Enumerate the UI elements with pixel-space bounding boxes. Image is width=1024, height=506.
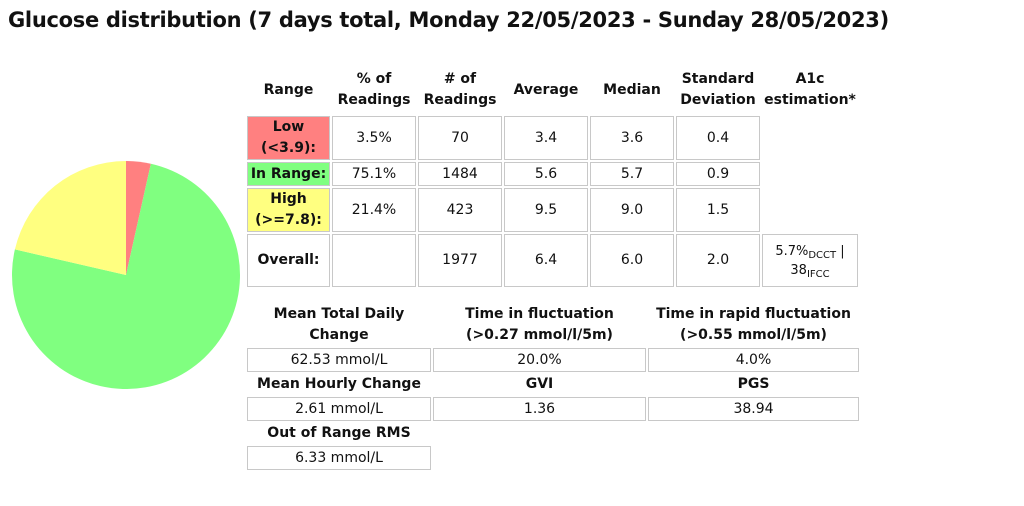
- glucose-pie-chart: [11, 161, 240, 389]
- header-range: Range: [263, 81, 314, 98]
- pgs-value: 38.94: [648, 397, 859, 421]
- page-title: Glucose distribution (7 days total, Mond…: [8, 8, 889, 32]
- flux-value-row-3: 6.33 mmol/L: [247, 446, 859, 470]
- fluctuation-table: Mean Total Daily Change Time in fluctuati…: [245, 302, 861, 472]
- flux-header-row-1: Mean Total Daily Change Time in fluctuati…: [247, 304, 859, 346]
- overall-pct-empty: [332, 234, 416, 287]
- high-median: 9.0: [590, 188, 674, 232]
- range-label-in-range: In Range:: [247, 162, 330, 186]
- oor-label: Out of Range RMS: [267, 425, 411, 441]
- overall-median: 6.0: [590, 234, 674, 287]
- flux-empty-3: [433, 446, 646, 470]
- tirf-value: 4.0%: [648, 348, 859, 372]
- row-high: High (>=7.8): 21.4% 423 9.5 9.0 1.5: [247, 188, 858, 232]
- header-row: Range % of Readings # of Readings Average …: [247, 66, 858, 114]
- low-count: 70: [418, 116, 502, 160]
- header-average: Average: [513, 81, 579, 98]
- pie-slice-in-range: [11, 163, 240, 389]
- overall-average: 6.4: [504, 234, 588, 287]
- inrange-sd: 0.9: [676, 162, 760, 186]
- low-average: 3.4: [504, 116, 588, 160]
- range-label-low: Low (<3.9):: [247, 116, 330, 160]
- flux-header-row-3: Out of Range RMS: [247, 423, 859, 444]
- header-a1c: A1c estimation*: [764, 71, 856, 108]
- high-sd: 1.5: [676, 188, 760, 232]
- low-pct: 3.5%: [332, 116, 416, 160]
- low-median: 3.6: [590, 116, 674, 160]
- tif-label: Time in fluctuation (>0.27 mmol/l/5m): [465, 306, 614, 343]
- high-pct: 21.4%: [332, 188, 416, 232]
- pgs-label: PGS: [737, 376, 770, 392]
- pie-slice-low: [126, 161, 151, 275]
- inrange-average: 5.6: [504, 162, 588, 186]
- tirf-label: Time in rapid fluctuation (>0.55 mmol/l/5…: [656, 306, 851, 343]
- header-pct: % of Readings: [337, 71, 411, 108]
- inrange-pct: 75.1%: [332, 162, 416, 186]
- flux-empty-1: [433, 423, 646, 444]
- gvi-value: 1.36: [433, 397, 646, 421]
- row-overall: Overall: 1977 6.4 6.0 2.0 5.7%DCCT | 38IF…: [247, 234, 858, 287]
- row-low: Low (<3.9): 3.5% 70 3.4 3.6 0.4: [247, 116, 858, 160]
- mhc-value: 2.61 mmol/L: [247, 397, 431, 421]
- header-median: Median: [603, 81, 661, 98]
- flux-value-row-1: 62.53 mmol/L 20.0% 4.0%: [247, 348, 859, 372]
- flux-header-row-2: Mean Hourly Change GVI PGS: [247, 374, 859, 395]
- overall-a1c: 5.7%DCCT | 38IFCC: [762, 234, 858, 287]
- mhc-label: Mean Hourly Change: [257, 376, 421, 392]
- low-a1c-empty: [762, 116, 858, 160]
- header-sd: Standard Deviation: [680, 71, 756, 108]
- low-sd: 0.4: [676, 116, 760, 160]
- inrange-count: 1484: [418, 162, 502, 186]
- flux-empty-2: [648, 423, 859, 444]
- inrange-a1c-empty: [762, 162, 858, 186]
- mtdc-value: 62.53 mmol/L: [247, 348, 431, 372]
- overall-sd: 2.0: [676, 234, 760, 287]
- header-count: # of Readings: [423, 71, 497, 108]
- row-in-range: In Range: 75.1% 1484 5.6 5.7 0.9: [247, 162, 858, 186]
- range-label-high: High (>=7.8):: [247, 188, 330, 232]
- high-count: 423: [418, 188, 502, 232]
- high-a1c-empty: [762, 188, 858, 232]
- inrange-median: 5.7: [590, 162, 674, 186]
- flux-empty-4: [648, 446, 859, 470]
- mtdc-label: Mean Total Daily Change: [273, 306, 405, 343]
- distribution-table: Range % of Readings # of Readings Average …: [245, 64, 860, 289]
- gvi-label: GVI: [525, 376, 554, 392]
- range-label-overall: Overall:: [247, 234, 330, 287]
- pie-slice-high: [14, 161, 126, 275]
- flux-value-row-2: 2.61 mmol/L 1.36 38.94: [247, 397, 859, 421]
- oor-value: 6.33 mmol/L: [247, 446, 431, 470]
- tif-value: 20.0%: [433, 348, 646, 372]
- high-average: 9.5: [504, 188, 588, 232]
- overall-count: 1977: [418, 234, 502, 287]
